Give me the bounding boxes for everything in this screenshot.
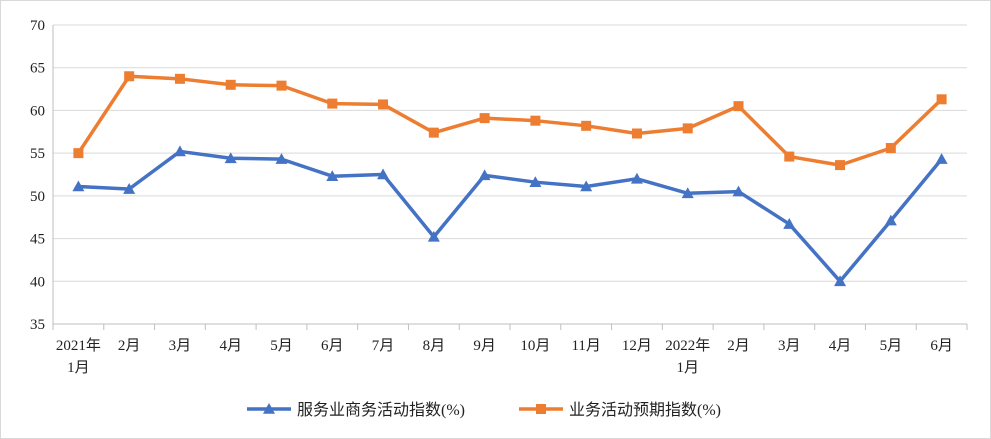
data-point (885, 143, 896, 154)
x-tick-label: 2月 (727, 338, 750, 354)
x-tick-label: 2021年 (56, 337, 101, 354)
series-line (76, 74, 943, 167)
data-point (124, 71, 135, 82)
x-tick-label: 6月 (930, 338, 953, 354)
y-tick-label: 60 (30, 103, 45, 119)
x-tick-label: 7月 (372, 338, 395, 354)
data-point (681, 187, 694, 199)
y-tick-label: 35 (30, 317, 45, 333)
data-point (275, 153, 288, 164)
series-line (78, 149, 943, 284)
y-tick-label: 65 (30, 61, 45, 77)
x-tick-label: 12月 (622, 338, 652, 354)
data-point (536, 404, 546, 414)
data-point (377, 168, 390, 180)
x-tick-label: 2月 (118, 338, 141, 354)
data-point (479, 113, 490, 124)
x-tick-label: 8月 (423, 338, 446, 354)
series-group (72, 71, 948, 287)
data-point (224, 152, 237, 164)
data-point (478, 169, 491, 181)
data-point (682, 123, 693, 134)
y-tick-label: 55 (30, 146, 45, 162)
data-point (378, 99, 389, 110)
x-tick-label: 4月 (829, 338, 852, 354)
x-axis-ticks: 2021年 1月 2月 3月 4月 5月 6月 7月 8月 9月 10月 11月 12月 2022年 1月 2… (56, 337, 953, 376)
x-tick-label: 6月 (321, 338, 344, 354)
data-point (631, 128, 642, 139)
data-point (530, 115, 541, 126)
data-point (732, 185, 745, 197)
legend-label: 业务活动预期指数(%) (569, 401, 721, 419)
axes (52, 25, 968, 330)
series-2 (73, 71, 947, 171)
data-point (263, 403, 275, 414)
x-tick-label: 3月 (778, 338, 801, 354)
x-tick-label: 1月 (676, 360, 699, 376)
data-point (581, 120, 592, 131)
data-point (326, 170, 339, 182)
data-point (173, 145, 186, 157)
x-tick-label: 1月 (67, 360, 90, 376)
data-point (428, 127, 439, 138)
data-point (935, 153, 948, 164)
data-point (529, 176, 542, 187)
data-point (73, 148, 84, 159)
x-tick-label: 11月 (571, 338, 600, 354)
data-point (580, 180, 593, 192)
data-point (936, 94, 947, 105)
x-tick-label: 10月 (520, 338, 550, 354)
x-tick-label: 3月 (169, 338, 192, 354)
y-axis-ticks: 35 40 45 50 55 60 65 70 (30, 18, 45, 333)
data-point (783, 218, 796, 229)
legend: 服务业商务活动指数(%) 业务活动预期指数(%) (247, 401, 721, 419)
data-point (225, 79, 236, 90)
data-point (276, 80, 287, 91)
data-point (174, 73, 185, 84)
data-point (72, 180, 85, 192)
y-tick-label: 50 (30, 189, 45, 205)
data-point (427, 230, 440, 242)
data-point (835, 160, 846, 171)
data-point (733, 101, 744, 112)
x-tick-label: 2022年 (665, 337, 710, 354)
y-tick-label: 40 (30, 274, 45, 290)
data-point (834, 275, 847, 287)
y-tick-label: 45 (30, 232, 45, 248)
x-tick-label: 4月 (219, 338, 242, 354)
y-tick-label: 70 (30, 18, 45, 34)
series-1 (72, 145, 948, 287)
legend-label: 服务业商务活动指数(%) (297, 401, 465, 419)
data-point (123, 183, 136, 194)
legend-item-2: 业务活动预期指数(%) (519, 401, 721, 419)
x-tick-label: 5月 (270, 338, 293, 354)
x-tick-label: 9月 (473, 338, 496, 354)
data-point (630, 172, 643, 184)
x-tick-label: 5月 (880, 338, 903, 354)
legend-item-1: 服务业商务活动指数(%) (247, 401, 465, 419)
data-point (327, 98, 338, 109)
data-point (784, 151, 795, 162)
data-point (884, 214, 897, 226)
